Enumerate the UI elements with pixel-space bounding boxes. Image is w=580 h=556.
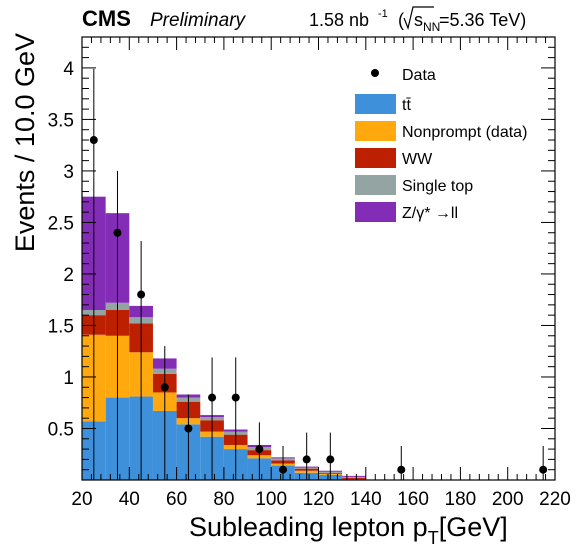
legend-data-marker [371,69,379,77]
x-tick-label: 20 [71,489,92,510]
x-tick-label: 80 [213,489,234,510]
x-tick-label: 140 [350,489,382,510]
data-point-4 [184,424,193,433]
data-point-11 [397,465,406,474]
x-tick-label: 220 [539,489,571,510]
x-axis-title: Subleading lepton p T [GeV] [189,512,508,548]
x-tick-label: 120 [303,489,335,510]
legend-nonprompt-label: Nonprompt (data) [402,124,527,141]
y-axis-title: Events / 10.0 GeV [10,33,40,252]
energy-open-paren: ( [398,10,404,30]
x-axis-title-subscript: T [428,528,439,548]
legend-dy-label: Z/γ* →ll [402,205,458,222]
legend-data-label: Data [402,67,436,84]
x-axis-title-main: Subleading lepton p [189,512,428,542]
y-tick-label: 1 [63,368,74,389]
preliminary-label: Preliminary [150,10,247,31]
sqrt-symbol [403,6,434,30]
legend-singletop-swatch [355,175,396,195]
data-point-10 [326,455,335,464]
data-points [89,68,548,480]
legend-nonprompt-swatch [355,121,396,141]
bar-series4-bin11 [342,475,366,477]
data-point-1 [113,228,122,237]
x-axis-title-unit: [GeV] [439,512,508,542]
bar-series2-bin11 [342,477,366,479]
luminosity-value: 1.58 nb [309,10,369,30]
y-tick-label: 2.5 [48,213,74,234]
legend-ttbar-label: tt̄ [402,97,411,114]
energy-subscript: NN [423,20,440,34]
legend-ttbar-swatch [355,94,396,114]
x-tick-label: 100 [255,489,287,510]
data-point-2 [137,290,146,299]
legend-singletop-label: Single top [402,178,473,195]
y-tick-label: 3.5 [48,110,74,131]
y-tick-label: 0.5 [48,419,74,440]
data-point-12 [539,465,548,474]
legend: Data tt̄ Nonprompt (data) WW Single top … [355,67,527,222]
legend-dy-swatch [355,202,396,222]
data-point-0 [89,136,98,145]
legend-ww-label: WW [402,151,433,168]
data-point-5 [208,393,217,402]
axis-ticks [81,37,556,480]
y-tick-label: 3 [63,162,74,183]
stacked-bars [82,196,366,480]
data-point-6 [231,393,240,402]
experiment-label: CMS [82,6,131,31]
x-tick-labels: 20 40 60 80 100 120 140 160 180 200 220 [71,489,570,510]
data-point-8 [279,465,288,474]
x-tick-label: 160 [397,489,429,510]
y-tick-labels: 0.5 1 1.5 2 2.5 3 3.5 4 [48,59,75,441]
luminosity-energy-label: 1.58 nb -1 ( s NN =5.36 TeV) [309,6,526,34]
energy-value: =5.36 TeV) [439,10,526,30]
data-point-3 [160,383,169,392]
luminosity-exponent: -1 [378,8,388,20]
y-tick-label: 1.5 [48,316,74,337]
data-point-7 [255,445,264,454]
x-tick-label: 180 [445,489,477,510]
x-tick-label: 60 [166,489,187,510]
data-point-9 [302,455,311,464]
energy-sqrt-s: s [414,10,423,30]
bar-series3-bin11 [342,476,366,478]
legend-ww-swatch [355,148,396,168]
x-tick-label: 200 [492,489,524,510]
y-tick-label: 2 [63,265,74,286]
y-tick-label: 4 [63,59,74,80]
x-tick-label: 40 [119,489,140,510]
